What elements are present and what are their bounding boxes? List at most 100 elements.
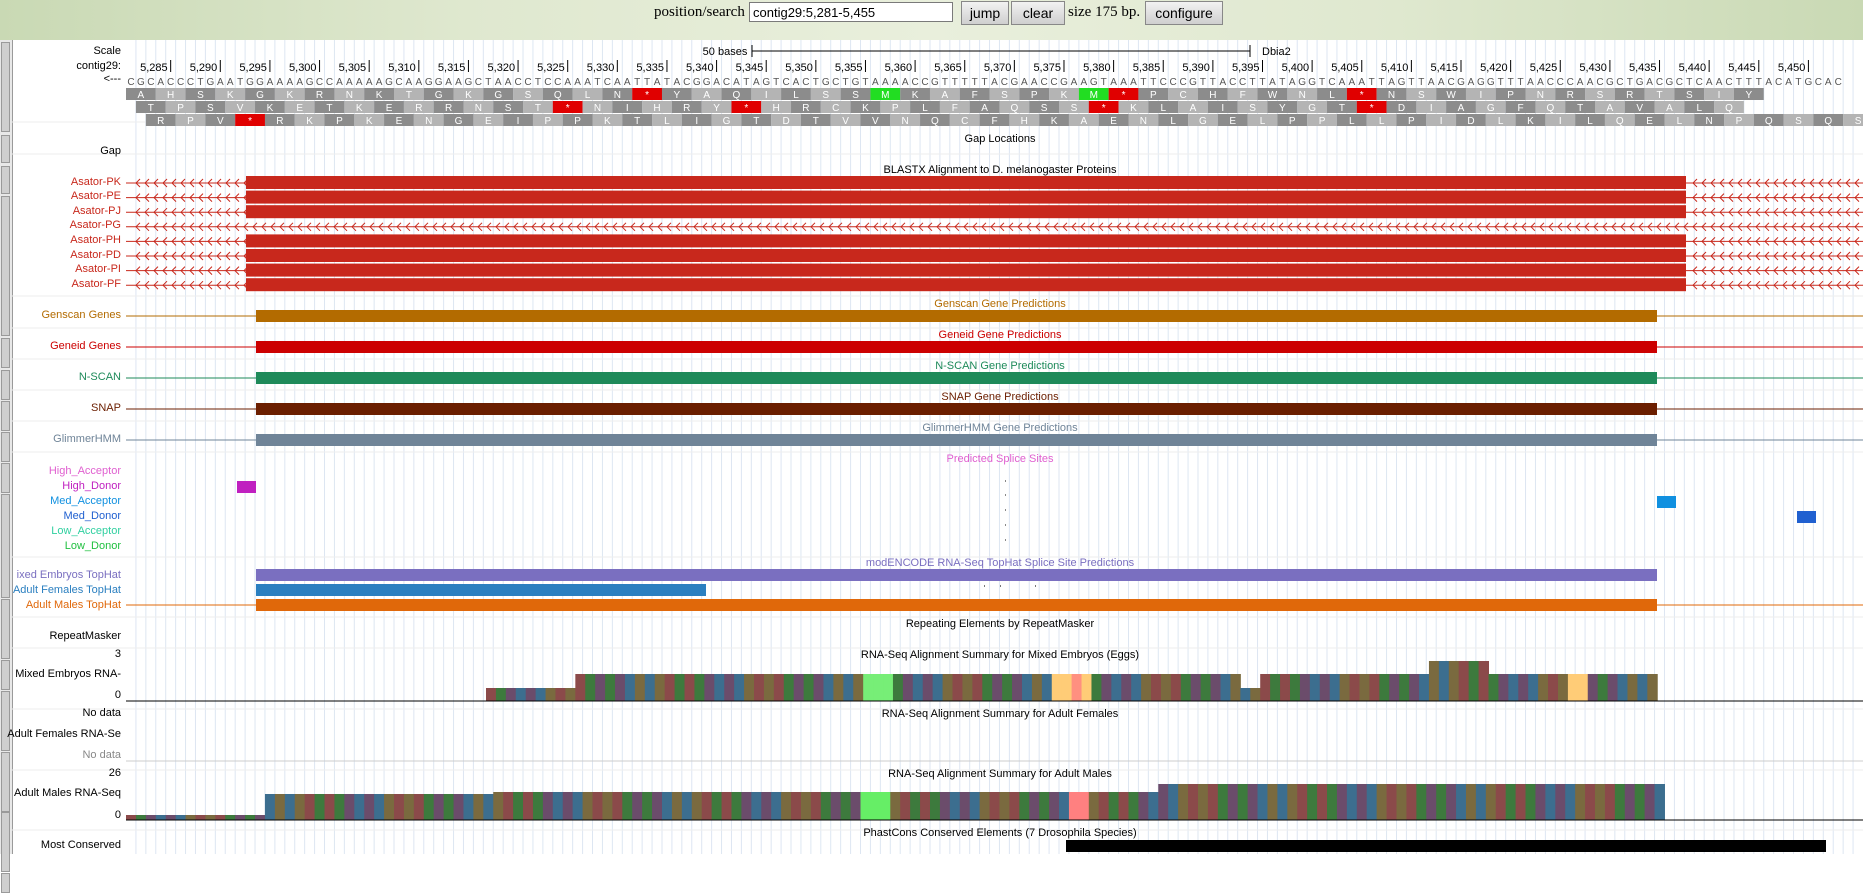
splice-label[interactable]: High_Acceptor <box>48 465 121 477</box>
amino-acid-cell <box>791 101 821 113</box>
strand-arrow <box>1836 193 1842 202</box>
amino-acid-cell <box>1327 101 1357 113</box>
gene-exon-block <box>256 310 1657 322</box>
track-button[interactable] <box>1 135 10 163</box>
coverage-bar <box>724 674 735 701</box>
sequence-base: C <box>832 77 839 88</box>
strand-arrow <box>630 222 636 232</box>
sequence-base: C <box>1616 77 1623 88</box>
sequence-base: G <box>425 77 433 88</box>
strand-arrow <box>441 222 447 232</box>
blastx-item-label[interactable]: Asator-PJ <box>72 205 121 217</box>
sequence-base: T <box>942 77 948 88</box>
amino-acid-letter: G <box>1487 103 1495 114</box>
geneid-label[interactable]: Geneid Genes <box>50 340 121 352</box>
track-button[interactable] <box>1 196 10 336</box>
strand-arrow <box>1728 251 1734 261</box>
strand-arrow <box>1800 280 1806 290</box>
track-button[interactable] <box>1 42 10 132</box>
track-button[interactable] <box>1 166 10 194</box>
male-max-label: 26 <box>108 767 121 779</box>
amino-acid-cell <box>701 101 732 113</box>
strand-arrow <box>1782 280 1788 290</box>
female-rnaseq-label[interactable]: Adult Females RNA-Se <box>7 728 121 740</box>
track-button[interactable] <box>1 432 10 462</box>
genscan-label[interactable]: Genscan Genes <box>41 309 122 321</box>
strand-arrow <box>1530 222 1536 232</box>
track-button[interactable] <box>1 338 10 368</box>
amino-acid-cell <box>1376 88 1407 100</box>
strand-arrow <box>135 266 141 275</box>
strand-arrow <box>1791 178 1797 188</box>
amino-acid-letter: T <box>1656 90 1662 101</box>
amino-acid-cell <box>1277 114 1308 126</box>
coverage-bar <box>902 674 914 701</box>
track-button[interactable] <box>1 660 10 690</box>
nscan-label[interactable]: N-SCAN <box>78 371 121 383</box>
splice-label[interactable]: Low_Donor <box>64 540 121 552</box>
strand-arrow <box>1449 222 1455 232</box>
track-button[interactable] <box>1 599 10 659</box>
amino-acid-letter: A <box>1458 103 1465 114</box>
track-button[interactable] <box>1 494 10 598</box>
coverage-bar <box>1319 674 1331 701</box>
coverage-bar <box>185 815 196 820</box>
clear-button[interactable]: clear <box>1011 1 1065 25</box>
embryo-rnaseq-label[interactable]: Mixed Embryos RNA- <box>15 668 121 680</box>
tophat-label[interactable]: Adult Males TopHat <box>25 599 121 611</box>
track-image[interactable]: 50 bases Dbia2 5,285 5,290 5,295 5,300 5,305 5,… <box>0 0 1863 854</box>
amino-acid-letter: A <box>1607 103 1614 114</box>
blastx-item-label[interactable]: Asator-PH <box>70 234 121 246</box>
snap-label[interactable]: SNAP <box>91 402 121 414</box>
coverage-bar <box>552 792 564 820</box>
amino-acid-cell <box>1604 114 1635 126</box>
tophat-label[interactable]: Adult Females TopHat <box>12 584 121 596</box>
strand-arrow <box>1215 222 1221 232</box>
track-button[interactable] <box>1 370 10 400</box>
jump-button[interactable]: jump <box>961 1 1009 25</box>
blastx-item-label[interactable]: Asator-PI <box>75 263 121 275</box>
sequence-base: A <box>445 77 452 88</box>
snap-track-title: SNAP Gene Predictions <box>941 391 1059 403</box>
strand-arrow <box>1179 222 1185 232</box>
splice-label[interactable]: Low_Acceptor <box>51 525 121 537</box>
gap-track-label[interactable]: Gap <box>100 145 121 157</box>
track-button[interactable] <box>1 873 10 893</box>
coverage-bar <box>654 674 666 701</box>
blastx-item-label[interactable]: Asator-PE <box>70 190 121 202</box>
sequence-base: A <box>753 77 760 88</box>
blastx-item-label[interactable]: Asator-PF <box>71 278 121 290</box>
track-button[interactable] <box>1 691 10 751</box>
amino-acid-letter: P <box>1319 116 1326 127</box>
strand-arrow <box>1773 178 1779 188</box>
strand-arrow <box>1773 266 1779 275</box>
track-button[interactable] <box>1 463 10 493</box>
amino-acid-cell <box>126 88 156 100</box>
splice-label[interactable]: Med_Acceptor <box>50 495 121 507</box>
coverage-bar <box>1188 784 1199 820</box>
blastx-item-label[interactable]: Asator-PK <box>70 176 121 188</box>
coverage-bar <box>284 794 296 820</box>
blastx-item-label[interactable]: Asator-PG <box>69 219 121 231</box>
configure-button[interactable]: configure <box>1145 1 1223 25</box>
amino-acid-cell <box>929 88 960 100</box>
strand-arrow <box>639 222 645 232</box>
phastcons-label[interactable]: Most Conserved <box>40 839 121 851</box>
amino-acid-cell <box>939 101 970 113</box>
strand-arrow <box>1818 222 1824 232</box>
strand-arrow <box>1773 193 1779 202</box>
blastx-item-label[interactable]: Asator-PD <box>70 249 121 261</box>
tophat-label[interactable]: ixed Embryos TopHat <box>16 569 121 581</box>
track-button[interactable] <box>1 401 10 431</box>
coverage-bar <box>175 815 187 820</box>
splice-label[interactable]: High_Donor <box>62 480 121 492</box>
repeatmasker-label[interactable]: RepeatMasker <box>49 630 121 642</box>
position-search-input[interactable] <box>749 2 953 22</box>
strand-arrow <box>1674 222 1680 232</box>
glimmer-label[interactable]: GlimmerHMM <box>53 433 121 445</box>
splice-label[interactable]: Med_Donor <box>63 510 121 522</box>
male-rnaseq-label[interactable]: Adult Males RNA-Seq <box>14 787 121 799</box>
sequence-base: G <box>931 77 939 88</box>
strand-arrow <box>1152 222 1158 232</box>
track-button[interactable] <box>1 752 10 812</box>
